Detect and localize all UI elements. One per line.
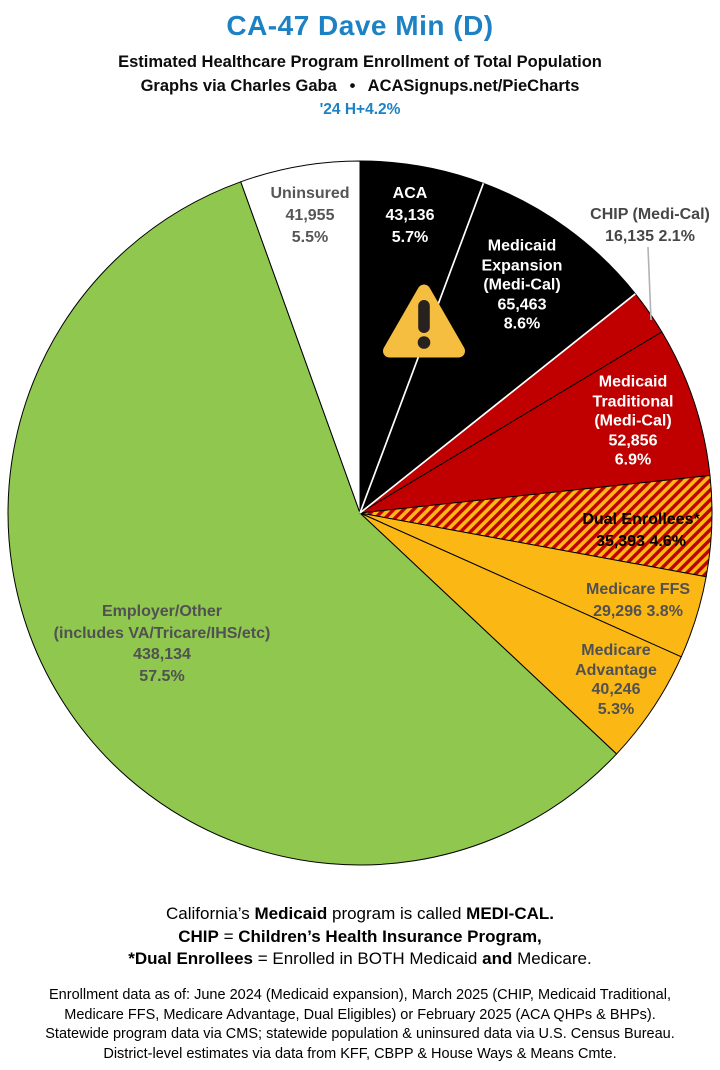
warning-icon bbox=[383, 284, 465, 358]
pie-slice-employer-other bbox=[7, 181, 618, 866]
source-line-3: Statewide program data via CMS; statewid… bbox=[45, 1026, 675, 1042]
definitions-notes: California’s Medicaid program is called … bbox=[0, 903, 720, 971]
warning-exclamation-bar bbox=[418, 300, 430, 333]
chip-leader-line bbox=[647, 246, 652, 321]
page-title: CA-47 Dave Min (D) bbox=[226, 10, 494, 41]
source-line-4: District-level estimates via data from K… bbox=[103, 1045, 617, 1062]
pie-slice-medicaid-traditional bbox=[359, 331, 711, 514]
warning-exclamation-dot bbox=[417, 336, 431, 349]
source-footnote: Enrollment data as of: June 2024 (Medica… bbox=[0, 986, 720, 1064]
white-divider-after-medicaid-expansion bbox=[359, 293, 636, 514]
note-line-2: CHIP = Children’s Health Insurance Progr… bbox=[178, 926, 542, 946]
note-line-3: *Dual Enrollees = Enrolled in BOTH Medic… bbox=[128, 949, 592, 968]
pie-slice-uninsured bbox=[240, 160, 361, 514]
leader-lines bbox=[647, 246, 652, 321]
source-line-1: Enrollment data as of: June 2024 (Medica… bbox=[49, 987, 671, 1003]
pie-slice-medicaid-expansion bbox=[358, 182, 637, 515]
trend-note: '24 H+4.2% bbox=[319, 101, 401, 118]
chart-byline: Graphs via Charles Gaba • ACASignups.net… bbox=[140, 77, 580, 95]
note-line-1: California’s Medicaid program is called … bbox=[166, 904, 554, 923]
chart-subtitle: Estimated Healthcare Program Enrollment … bbox=[118, 53, 602, 71]
source-line-2: Medicare FFS, Medicare Advantage, Dual E… bbox=[64, 1006, 656, 1023]
pie-slices bbox=[7, 160, 713, 866]
